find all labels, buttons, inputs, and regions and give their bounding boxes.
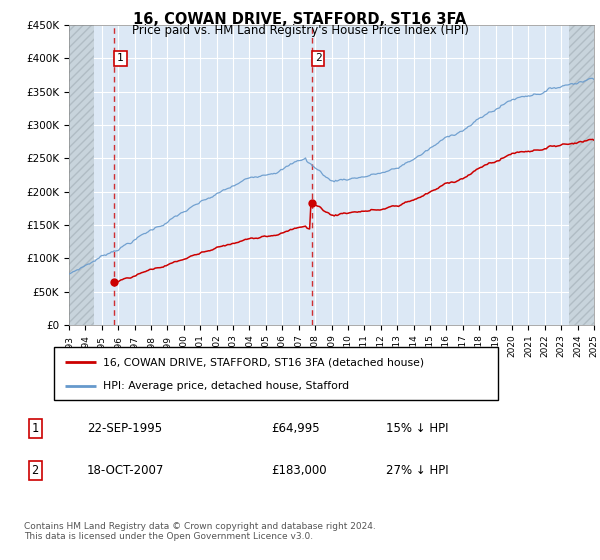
Text: 22-SEP-1995: 22-SEP-1995 (87, 422, 162, 435)
FancyBboxPatch shape (54, 347, 498, 400)
Text: £64,995: £64,995 (271, 422, 320, 435)
Text: HPI: Average price, detached house, Stafford: HPI: Average price, detached house, Staf… (103, 380, 349, 390)
Text: Price paid vs. HM Land Registry's House Price Index (HPI): Price paid vs. HM Land Registry's House … (131, 24, 469, 37)
Text: Contains HM Land Registry data © Crown copyright and database right 2024.
This d: Contains HM Land Registry data © Crown c… (24, 522, 376, 542)
Text: 2: 2 (31, 464, 38, 477)
Text: 16, COWAN DRIVE, STAFFORD, ST16 3FA: 16, COWAN DRIVE, STAFFORD, ST16 3FA (133, 12, 467, 27)
Text: 18-OCT-2007: 18-OCT-2007 (87, 464, 164, 477)
Text: 1: 1 (31, 422, 38, 435)
Text: 2: 2 (315, 54, 322, 63)
Text: 27% ↓ HPI: 27% ↓ HPI (386, 464, 449, 477)
Text: 16, COWAN DRIVE, STAFFORD, ST16 3FA (detached house): 16, COWAN DRIVE, STAFFORD, ST16 3FA (det… (103, 357, 424, 367)
Text: 15% ↓ HPI: 15% ↓ HPI (386, 422, 449, 435)
Text: 1: 1 (117, 54, 124, 63)
Text: £183,000: £183,000 (271, 464, 327, 477)
